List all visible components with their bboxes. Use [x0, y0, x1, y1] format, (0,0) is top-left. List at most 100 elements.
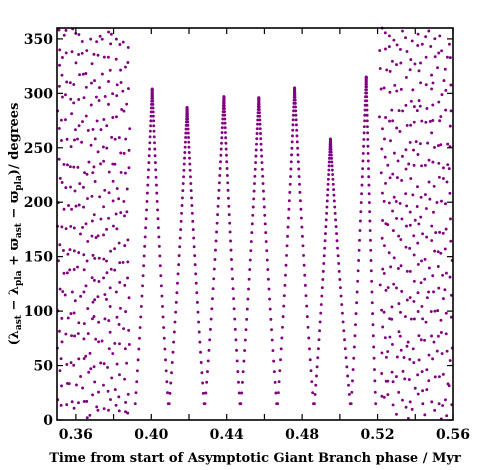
data-point — [118, 43, 122, 46]
data-point — [237, 380, 240, 384]
data-point — [103, 317, 107, 321]
data-point — [172, 340, 176, 344]
data-point — [360, 183, 364, 187]
data-point — [227, 213, 231, 217]
data-point — [296, 160, 300, 164]
data-point — [257, 102, 261, 106]
data-point — [59, 357, 63, 361]
data-point — [90, 81, 93, 85]
data-point — [304, 294, 308, 298]
data-point — [126, 411, 130, 415]
data-point — [105, 297, 108, 301]
data-point — [338, 277, 342, 281]
data-point — [438, 230, 442, 234]
data-point — [92, 165, 96, 169]
data-point — [73, 128, 77, 132]
data-point — [127, 296, 131, 300]
data-point — [166, 391, 169, 395]
data-point — [102, 276, 106, 280]
data-point — [404, 148, 408, 152]
data-point — [373, 379, 377, 383]
data-point — [85, 172, 89, 176]
x-tick-label: 0.52 — [361, 427, 395, 443]
data-point — [70, 290, 74, 294]
data-point — [444, 311, 448, 315]
data-point — [206, 359, 210, 363]
data-point — [105, 271, 109, 275]
data-point — [383, 137, 386, 141]
data-point — [290, 146, 294, 150]
data-point — [279, 358, 282, 362]
data-point — [57, 157, 61, 161]
data-point — [394, 200, 398, 203]
data-point — [208, 327, 212, 331]
data-point — [427, 266, 431, 270]
data-point — [61, 290, 65, 294]
data-point — [295, 134, 299, 138]
data-point — [114, 37, 118, 41]
data-point — [308, 358, 312, 362]
data-point — [255, 142, 258, 146]
data-point — [271, 349, 275, 352]
data-point — [409, 177, 413, 180]
data-point — [151, 110, 155, 114]
data-point — [383, 155, 387, 159]
data-point — [73, 138, 76, 142]
data-point — [395, 355, 399, 359]
data-point — [444, 108, 448, 112]
data-point — [96, 408, 100, 412]
data-point — [190, 196, 193, 200]
data-point — [361, 151, 365, 155]
data-point — [293, 101, 297, 105]
data-point — [444, 202, 447, 206]
data-point — [326, 193, 330, 197]
data-point — [318, 329, 322, 333]
data-point — [440, 199, 443, 203]
y-label-sub-pla-1: pla — [14, 270, 24, 286]
data-point — [80, 140, 84, 144]
data-point — [222, 101, 226, 105]
data-point — [220, 131, 224, 134]
data-point — [64, 332, 68, 336]
data-point — [163, 347, 167, 351]
data-point — [431, 81, 435, 85]
data-point — [58, 287, 62, 291]
data-point — [307, 336, 311, 340]
data-point — [148, 141, 152, 145]
data-point — [126, 87, 130, 91]
data-point — [217, 181, 221, 185]
data-point — [102, 383, 105, 387]
data-point — [408, 140, 412, 144]
data-point — [60, 95, 64, 99]
data-point — [380, 372, 384, 375]
data-point — [288, 182, 292, 186]
data-point — [198, 340, 202, 344]
data-point — [430, 73, 434, 77]
data-point — [431, 160, 435, 164]
data-point — [437, 375, 441, 379]
data-point — [393, 83, 397, 87]
data-point — [407, 162, 411, 166]
data-point — [356, 279, 360, 283]
data-point — [91, 127, 95, 131]
data-point — [330, 164, 334, 168]
data-point — [398, 130, 402, 133]
data-point — [439, 143, 443, 147]
data-point — [290, 140, 294, 144]
data-point — [222, 99, 226, 103]
data-point — [416, 185, 419, 189]
y-tick-label: 350 — [24, 32, 53, 48]
data-point — [367, 192, 371, 196]
y-label-close: )/ degrees — [7, 103, 22, 176]
data-point — [113, 162, 117, 166]
data-point — [276, 402, 280, 406]
data-point — [378, 67, 382, 71]
data-point — [395, 63, 398, 67]
data-point — [119, 68, 123, 72]
data-point — [180, 204, 184, 207]
data-point — [420, 259, 423, 263]
data-point — [384, 355, 388, 359]
data-point — [359, 201, 363, 204]
data-point — [94, 337, 98, 341]
data-point — [183, 151, 187, 154]
